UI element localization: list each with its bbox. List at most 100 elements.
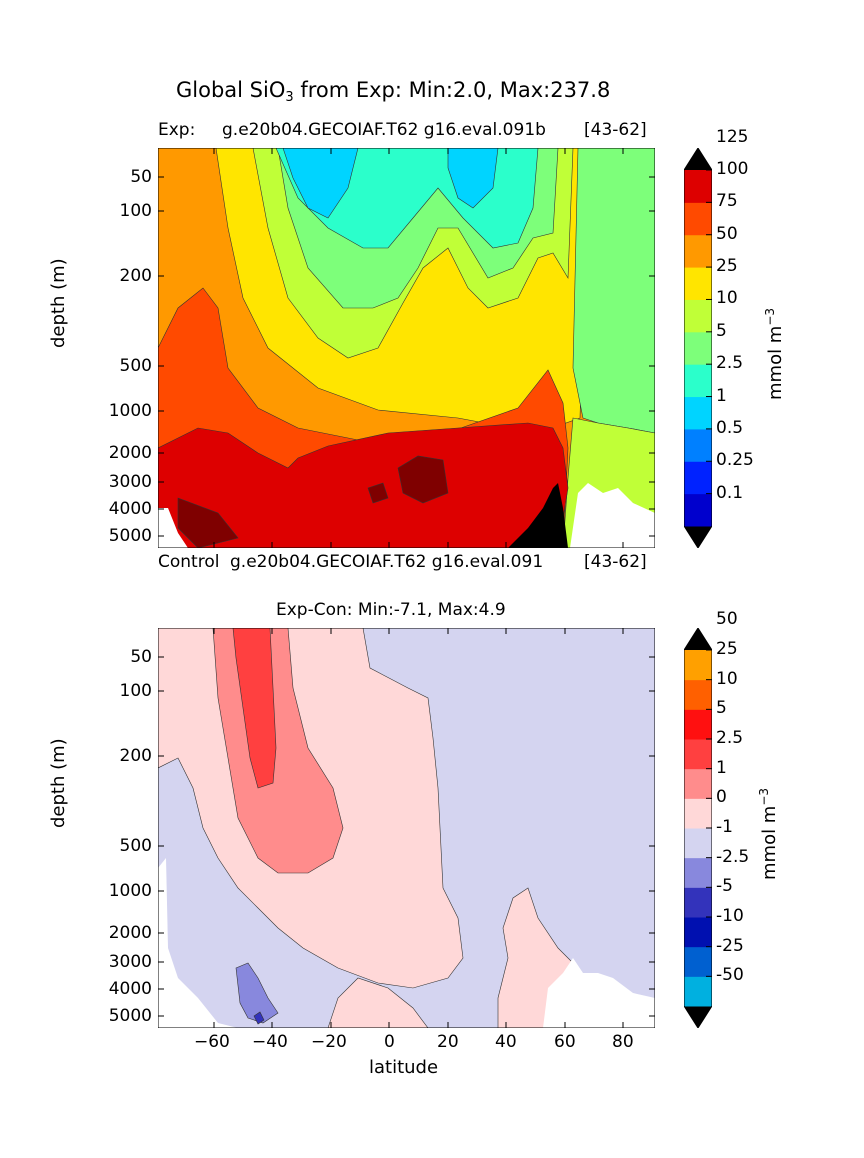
colorbar-swatch [684, 493, 712, 527]
colorbar-extend-max [684, 148, 712, 170]
p2-xtick: −20 [311, 1032, 347, 1052]
colorbar-tick-label: 5 [716, 320, 727, 341]
colorbar-swatch [684, 768, 712, 799]
colorbar-swatch [684, 202, 712, 236]
colorbar-tick-label: 125 [716, 126, 749, 147]
colorbar-tick-label: 25 [716, 639, 738, 659]
colorbar-tick-label: 10 [716, 288, 738, 309]
colorbar-tick-label: 75 [716, 191, 738, 212]
p1-ytick: 4000 [108, 499, 152, 519]
p2-xtick: 20 [437, 1032, 459, 1052]
colorbar-tick-label: 25 [716, 256, 738, 277]
colorbar-swatch [684, 739, 712, 770]
exp-case-name: g.e20b04.GECOIAF.T62 g16.eval.091b [222, 120, 546, 140]
p2-ytick: 50 [130, 647, 152, 667]
exp-band-right-green [572, 148, 655, 434]
colorbar-tick-label: -1 [716, 817, 733, 837]
colorbar-tick-label: 1 [716, 757, 727, 778]
diff-land-left [158, 858, 238, 1028]
p2-colorbar-labels: -50 -25 -10 -5 -2.5 -1 0 1 2.5 5 10 25 50 [716, 609, 776, 1028]
exp-label: Exp: [158, 120, 196, 140]
p2-ytick: 100 [119, 681, 152, 701]
colorbar-tick-label: 50 [716, 223, 738, 244]
exp-band-level-4 [282, 148, 359, 219]
p2-xtick: 40 [495, 1032, 517, 1052]
p2-ytick: 200 [119, 746, 152, 766]
colorbar-tick-label: 0.5 [716, 417, 744, 438]
colorbar-swatch [684, 679, 712, 710]
colorbar-swatch [684, 976, 712, 1007]
p2-ytick: 500 [119, 836, 152, 856]
p1-ytick: 500 [119, 356, 152, 376]
exp-plot [158, 148, 655, 548]
colorbar-swatch [684, 709, 712, 740]
p1-ytick: 50 [130, 167, 152, 187]
colorbar-tick-label: -10 [716, 906, 744, 926]
colorbar-swatch [684, 887, 712, 918]
diff-band-pos0c [327, 977, 429, 1028]
colorbar-swatch [684, 798, 712, 829]
p2-xtick: 80 [612, 1032, 634, 1052]
p2-xtick: 0 [384, 1032, 395, 1052]
exp-band-level-11 [397, 455, 449, 504]
diff-band-neg2-5 [235, 962, 279, 1024]
p1-ytick: 2000 [108, 443, 152, 463]
colorbar-swatch [684, 364, 712, 398]
p1-ytick: 3000 [108, 472, 152, 492]
exp-band-level-4b [447, 148, 499, 209]
diff-band-neg5 [253, 1011, 265, 1025]
control-years: [43-62] [584, 552, 647, 572]
exp-years: [43-62] [584, 120, 647, 140]
colorbar-swatch [684, 299, 712, 333]
suptitle: Global SiO3 from Exp: Min:2.0, Max:237.8 [176, 78, 611, 105]
p2-ytick: 1000 [108, 881, 152, 901]
colorbar-tick-label: 2.5 [716, 728, 744, 748]
exp-land-right [570, 483, 655, 548]
p1-ytick: 200 [119, 266, 152, 286]
colorbar-tick-label: -50 [716, 965, 744, 986]
colorbar-tick-label: 50 [716, 609, 738, 630]
colorbar-tick-label: 5 [716, 698, 727, 719]
colorbar-swatch [684, 170, 712, 203]
colorbar-extend-min [684, 526, 712, 548]
exp-band-level-11c [367, 482, 389, 504]
p2-ylabel: depth (m) [48, 738, 69, 828]
p1-colorbar-labels: 0.1 0.25 0.5 1 2.5 5 10 25 50 75 100 125 [716, 127, 776, 548]
colorbar-swatch [684, 650, 712, 681]
p2-ytick: 4000 [108, 979, 152, 999]
exp-band-level-12 [508, 483, 568, 548]
colorbar-swatch [684, 267, 712, 300]
colorbar-tick-label: 100 [716, 159, 749, 179]
colorbar-swatch [684, 461, 712, 495]
colorbar-tick-label: 1 [716, 385, 727, 406]
p2-xtick: −40 [252, 1032, 288, 1052]
p1-ytick: 5000 [108, 526, 152, 546]
colorbar-tick-label: -5 [716, 876, 733, 897]
colorbar-tick-label: 0.25 [716, 450, 754, 471]
colorbar-tick-label: 0 [716, 787, 727, 808]
p2-xlabel: latitude [369, 1057, 439, 1078]
colorbar-swatch [684, 396, 712, 430]
colorbar-extend-min [684, 1006, 712, 1028]
p2-xtick: 60 [554, 1032, 576, 1052]
p2-ytick: 3000 [108, 952, 152, 972]
p2-xtick: −60 [194, 1032, 230, 1052]
p2-ytick: 5000 [108, 1006, 152, 1026]
p1-colorbar [684, 148, 712, 548]
diff-title: Exp-Con: Min:-7.1, Max:4.9 [276, 600, 506, 620]
colorbar-swatch [684, 946, 712, 977]
p2-ytick: 2000 [108, 923, 152, 943]
colorbar-swatch [684, 857, 712, 888]
colorbar-tick-label: 0.1 [716, 482, 744, 503]
colorbar-tick-label: 2.5 [716, 353, 744, 374]
diff-plot [158, 628, 655, 1028]
diff-land-right [543, 958, 655, 1028]
colorbar-swatch [684, 828, 712, 859]
control-label: Control [158, 552, 220, 572]
diff-band-pos0b [497, 887, 579, 1028]
colorbar-tick-label: -2.5 [716, 846, 750, 867]
colorbar-extend-max [684, 628, 712, 650]
diff-band-pos2-5 [232, 628, 277, 789]
control-case-name: g.e20b04.GECOIAF.T62 g16.eval.091 [230, 552, 544, 572]
colorbar-tick-label: 10 [716, 668, 738, 689]
